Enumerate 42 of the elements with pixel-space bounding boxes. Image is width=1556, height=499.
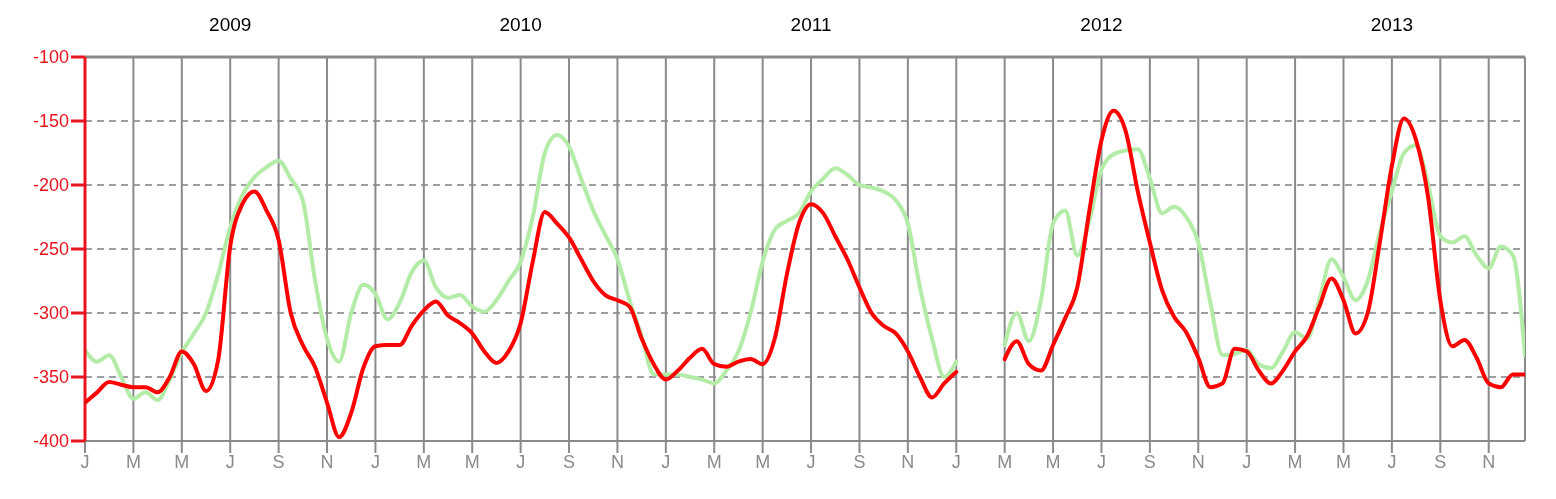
x-tick-label: S xyxy=(1434,451,1447,472)
x-tick-label: N xyxy=(1191,451,1205,472)
text: 2010 xyxy=(498,14,543,36)
y-tick-label: -150 xyxy=(32,111,69,132)
x-tick-label: J xyxy=(806,451,816,472)
x-tick-label: S xyxy=(1143,451,1156,472)
x-tick-label: M xyxy=(755,451,771,472)
x-tick-label: M xyxy=(464,451,480,472)
text: 2011 xyxy=(789,14,833,36)
y-tick-label: -400 xyxy=(32,431,69,452)
x-tick-label: S xyxy=(563,451,576,472)
x-tick-label: J xyxy=(1242,451,1252,472)
x-tick-label: M xyxy=(1045,451,1061,472)
x-tick-label: N xyxy=(320,451,334,472)
y-tick-label: -250 xyxy=(32,239,69,260)
x-tick-label: M xyxy=(1335,451,1351,472)
y-tick-label: -300 xyxy=(32,303,69,324)
text: 2013 xyxy=(1369,14,1415,36)
x-tick-label: J xyxy=(370,451,380,472)
x-tick-label: N xyxy=(1482,451,1496,472)
x-tick-label: J xyxy=(225,451,235,472)
x-tick-label: S xyxy=(272,451,285,472)
x-tick-label: J xyxy=(516,451,526,472)
x-tick-label: J xyxy=(661,451,671,472)
y-tick-label: -200 xyxy=(32,175,69,196)
text: 2012 xyxy=(1079,14,1124,36)
x-tick-label: J xyxy=(1096,451,1106,472)
x-tick-label: J xyxy=(951,451,961,472)
y-tick-label: -100 xyxy=(32,47,69,68)
x-tick-label: M xyxy=(125,451,141,472)
x-tick-label: M xyxy=(174,451,190,472)
text: 2009 xyxy=(208,14,253,36)
x-tick-label: J xyxy=(80,451,90,472)
x-tick-label: M xyxy=(416,451,432,472)
x-tick-label: M xyxy=(997,451,1013,472)
x-tick-label: J xyxy=(1387,451,1397,472)
x-tick-label: S xyxy=(853,451,866,472)
x-tick-label: N xyxy=(901,451,915,472)
x-tick-label: N xyxy=(610,451,624,472)
y-tick-label: -350 xyxy=(32,367,69,388)
x-tick-label: M xyxy=(706,451,722,472)
x-tick-label: M xyxy=(1287,451,1303,472)
